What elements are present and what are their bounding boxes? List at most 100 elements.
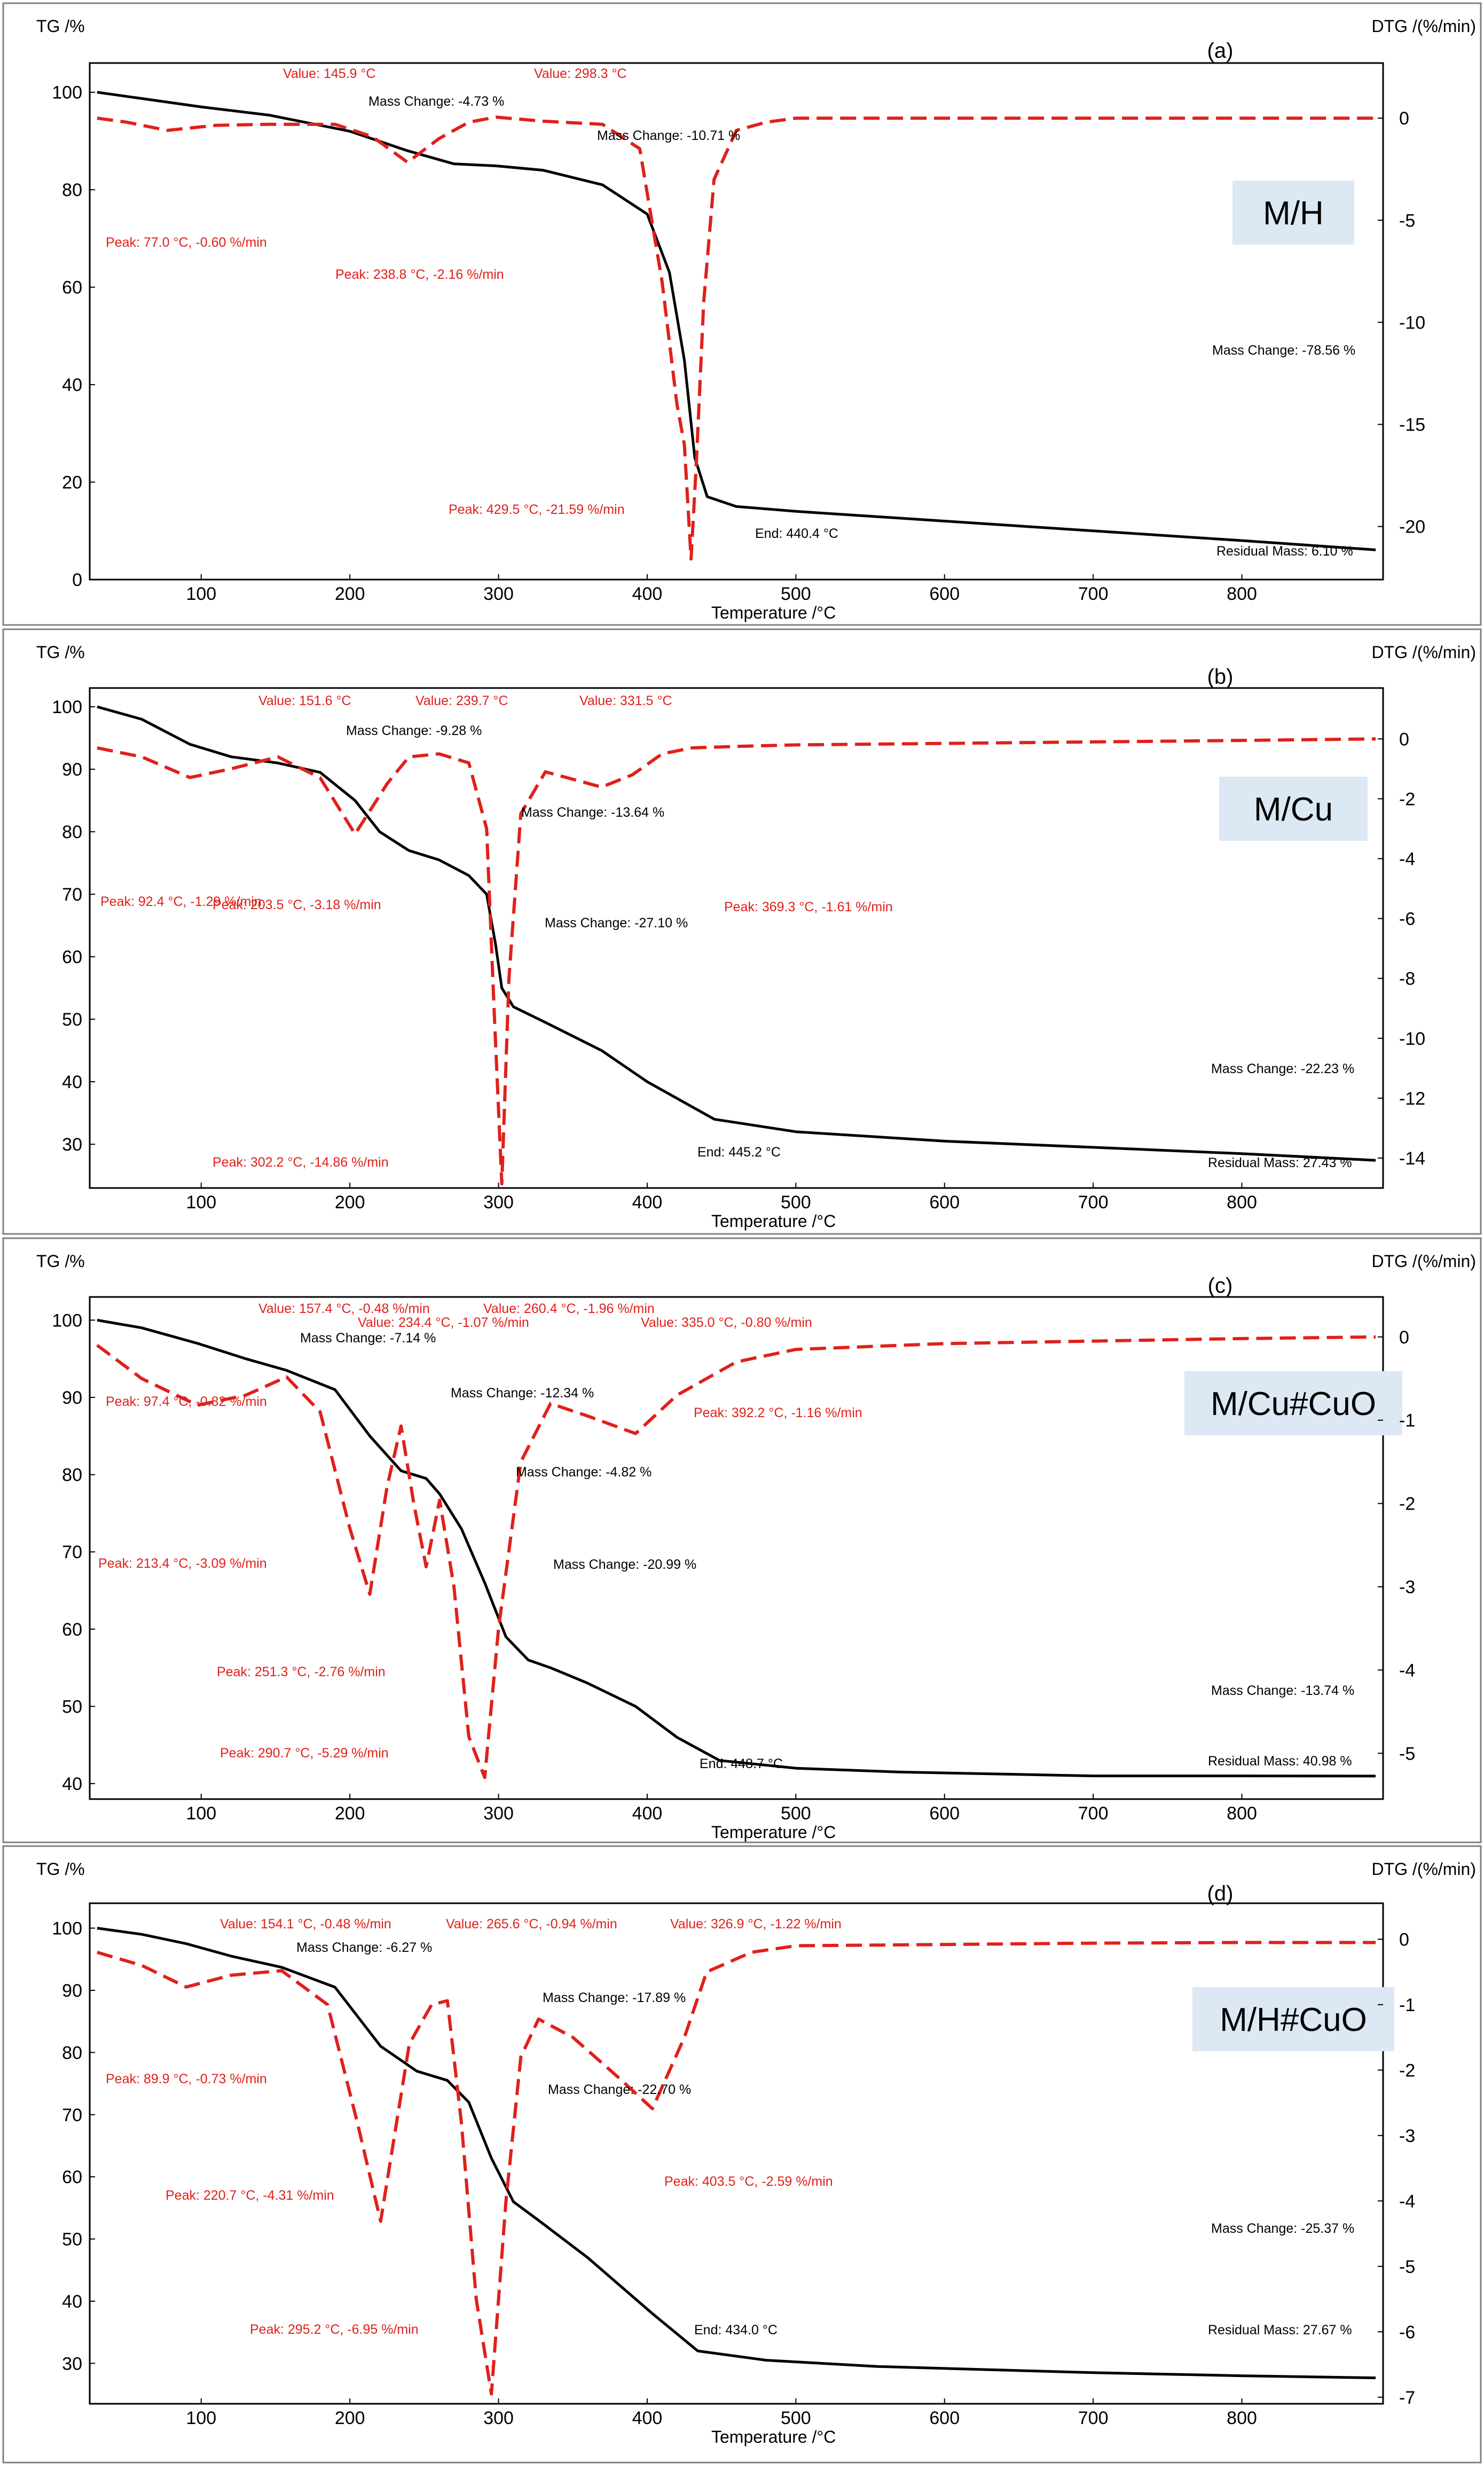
y-axis-left-title: TG /%: [36, 17, 85, 36]
panel-b: TG /% DTG /(%/min) Temperature /°C (b) M/Cu 1…: [2, 628, 1482, 1235]
annotation-black: Mass Change: -13.74 %: [1211, 1683, 1354, 1698]
x-tick-label: 400: [632, 2408, 663, 2428]
annotation-red: Peak: 251.3 °C, -2.76 %/min: [217, 1664, 386, 1679]
y-right-tick-label: -5: [1399, 2257, 1415, 2277]
x-tick-label: 700: [1078, 1192, 1109, 1213]
sample-label: M/Cu#CuO: [1211, 1386, 1376, 1422]
y-right-tick-label: -1: [1399, 1995, 1415, 2015]
plot-frame: [89, 687, 1384, 1189]
annotation-black: Mass Change: -78.56 %: [1212, 343, 1355, 358]
y-right-tick-label: 0: [1399, 729, 1409, 749]
annotation-black: Mass Change: -22.23 %: [1211, 1061, 1354, 1076]
y-right-tick-label: -4: [1399, 1660, 1415, 1680]
annotation-red: Peak: 290.7 °C, -5.29 %/min: [220, 1746, 389, 1761]
y-right-tick-label: -3: [1399, 1577, 1415, 1597]
annotation-red: Peak: 429.5 °C, -21.59 %/min: [449, 502, 625, 517]
y-right-tick-label: -12: [1399, 1089, 1425, 1109]
x-tick-label: 500: [781, 1192, 811, 1213]
tg-series-line: [97, 1927, 1376, 2379]
x-tick-label: 800: [1227, 2408, 1257, 2428]
annotation-black: Residual Mass: 40.98 %: [1208, 1754, 1352, 1769]
y-axis-right-title: DTG /(%/min): [1371, 1252, 1476, 1271]
annotation-red: Value: 239.7 °C: [415, 693, 508, 708]
annotation-black: End: 434.0 °C: [694, 2323, 778, 2338]
y-axis-left-title: TG /%: [36, 1252, 85, 1271]
y-right-tick-label: -15: [1399, 415, 1425, 435]
y-right-tick-label: 0: [1399, 1929, 1409, 1950]
y-left-tick-label: 40: [62, 375, 82, 395]
y-axis-right-title: DTG /(%/min): [1371, 643, 1476, 662]
annotation-red: Peak: 77.0 °C, -0.60 %/min: [106, 235, 267, 250]
y-left-tick-label: 60: [62, 947, 82, 967]
annotation-black: Mass Change: -13.64 %: [521, 805, 664, 820]
y-right-tick-label: 0: [1399, 108, 1409, 129]
annotation-red: Peak: 369.3 °C, -1.61 %/min: [724, 900, 893, 914]
x-tick-label: 400: [632, 584, 663, 604]
panel-frame: [2, 628, 1482, 1235]
x-tick-label: 300: [483, 584, 514, 604]
x-tick-label: 200: [335, 584, 365, 604]
y-left-tick-label: 40: [62, 1774, 82, 1794]
y-right-tick-label: -4: [1399, 2191, 1415, 2211]
x-axis-title: Temperature /°C: [711, 1823, 836, 1842]
y-right-tick-label: -2: [1399, 2060, 1415, 2081]
annotation-black: Mass Change: -27.10 %: [545, 916, 688, 931]
y-left-tick-label: 90: [62, 1388, 82, 1408]
x-tick-label: 400: [632, 1192, 663, 1213]
y-left-tick-label: 70: [62, 885, 82, 905]
annotation-red: Peak: 403.5 °C, -2.59 %/min: [664, 2174, 833, 2189]
sample-label: M/H: [1263, 195, 1324, 232]
annotation-red: Value: 260.4 °C, -1.96 %/min: [483, 1301, 655, 1316]
y-right-tick-label: -2: [1399, 1494, 1415, 1514]
x-tick-label: 300: [483, 1803, 514, 1824]
panel-label: (b): [1207, 665, 1234, 689]
y-left-tick-label: 80: [62, 180, 82, 200]
panel-label: (d): [1207, 1882, 1234, 1905]
y-axis-right-title: DTG /(%/min): [1371, 17, 1476, 36]
plot-frame: [89, 62, 1384, 581]
sample-badge: [1192, 1987, 1394, 2051]
x-tick-label: 500: [781, 1803, 811, 1824]
panel-label: (a): [1207, 39, 1234, 62]
y-right-tick-label: -4: [1399, 849, 1415, 869]
y-left-tick-label: 70: [62, 1542, 82, 1562]
x-axis-title: Temperature /°C: [711, 1211, 836, 1231]
panel-label: (c): [1208, 1274, 1233, 1297]
panel-d: TG /% DTG /(%/min) Temperature /°C (d) M/H#C…: [2, 1845, 1482, 2464]
y-left-tick-label: 30: [62, 2354, 82, 2374]
y-left-tick-label: 100: [52, 83, 82, 103]
panel-a: TG /% DTG /(%/min) Temperature /°C (a) M/H 10…: [2, 2, 1482, 626]
annotation-red: Value: 326.9 °C, -1.22 %/min: [670, 1917, 842, 1932]
y-right-tick-label: -8: [1399, 969, 1415, 989]
sample-label: M/H#CuO: [1220, 2002, 1367, 2038]
x-tick-label: 200: [335, 1192, 365, 1213]
annotation-black: Mass Change: -4.82 %: [516, 1465, 651, 1480]
annotation-red: Peak: 92.4 °C, -1.29 %/min: [100, 894, 262, 909]
y-left-tick-label: 80: [62, 2043, 82, 2063]
x-tick-label: 800: [1227, 1192, 1257, 1213]
y-left-tick-label: 70: [62, 2105, 82, 2125]
annotation-red: Value: 298.3 °C: [534, 66, 627, 81]
annotation-red: Peak: 213.4 °C, -3.09 %/min: [98, 1556, 267, 1571]
annotation-black: Residual Mass: 6.10 %: [1216, 544, 1353, 559]
annotation-red: Value: 331.5 °C: [579, 693, 672, 708]
y-axis-right-title: DTG /(%/min): [1371, 1859, 1476, 1879]
tg-series-line: [97, 1318, 1376, 1778]
annotation-red: Peak: 220.7 °C, -4.31 %/min: [166, 2188, 334, 2203]
y-left-tick-label: 0: [72, 570, 82, 590]
annotation-red: Value: 234.4 °C, -1.07 %/min: [358, 1315, 529, 1330]
panel-c: TG /% DTG /(%/min) Temperature /°C (c) M/Cu#…: [2, 1237, 1482, 1843]
y-right-tick-label: -5: [1399, 1744, 1415, 1764]
x-tick-label: 500: [781, 584, 811, 604]
y-right-tick-label: -3: [1399, 2126, 1415, 2146]
annotation-red: Value: 265.6 °C, -0.94 %/min: [446, 1917, 617, 1932]
y-axis-left-title: TG /%: [36, 1859, 85, 1879]
y-left-tick-label: 50: [62, 2230, 82, 2250]
annotation-black: End: 448.7 °C: [700, 1756, 783, 1771]
x-tick-label: 400: [632, 1803, 663, 1824]
y-left-tick-label: 20: [62, 473, 82, 493]
y-right-tick-label: -6: [1399, 2322, 1415, 2342]
x-tick-label: 200: [335, 1803, 365, 1824]
